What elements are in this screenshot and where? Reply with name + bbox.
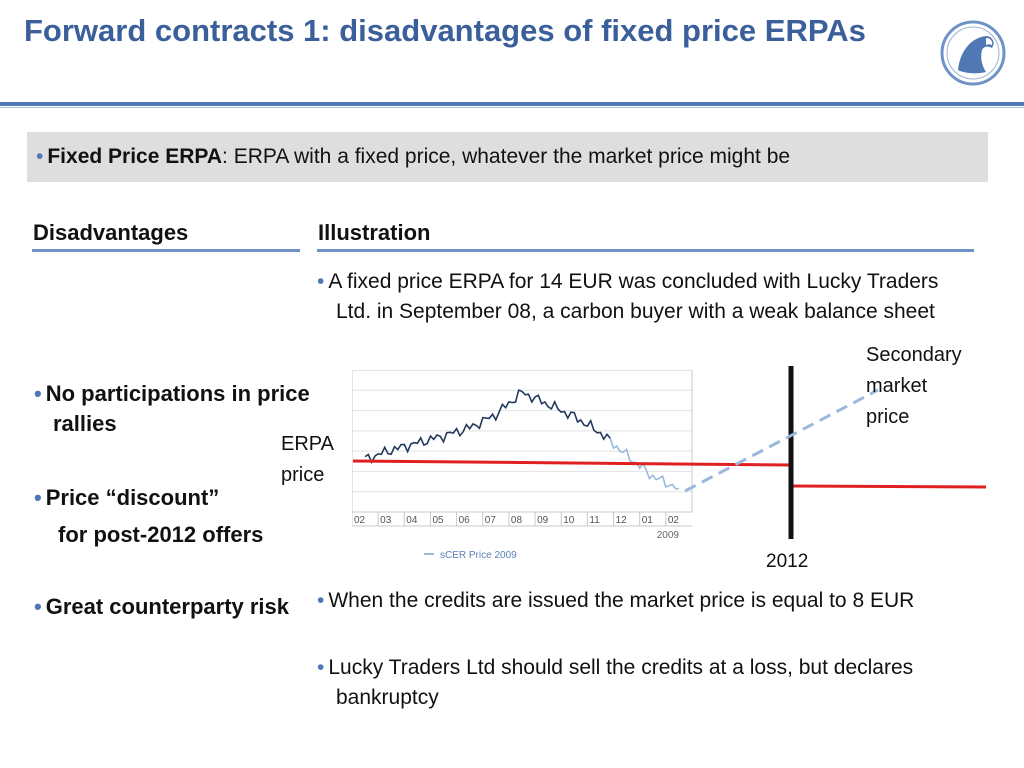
illustration-bullet: • Lucky Traders Ltd should sell the credi… [317, 653, 996, 713]
illustration-header: Illustration [318, 220, 431, 245]
disadvantage-item: • Price “discount” [34, 483, 304, 513]
x-tick-label: 06 [459, 515, 471, 526]
secondary-price-label: Secondary market price [866, 340, 962, 433]
bullet-icon: • [34, 381, 42, 406]
chart-background [352, 370, 694, 570]
disadvantage-label: Great counterparty risk [45, 594, 290, 619]
disadvantages-header: Disadvantages [33, 220, 189, 245]
disadvantage-item: • No participations in price rallies [34, 379, 323, 439]
eagle-logo-icon [940, 20, 1006, 86]
x-tick-label: 03 [380, 515, 392, 526]
x-tick-label: 04 [406, 515, 418, 526]
bullet-icon: • [317, 270, 325, 293]
title-divider-thin [0, 107, 1024, 108]
legend-label: sCER Price 2009 [440, 550, 517, 561]
illustration-bullet-text: When the credits are issued the market p… [328, 589, 915, 612]
disadvantage-label: No participations in price rallies [45, 381, 310, 436]
definition-term: Fixed Price ERPA [47, 145, 223, 168]
illustration-intro: • A fixed price ERPA for 14 EUR was concl… [317, 267, 956, 327]
disadvantage-item: • Great counterparty risk [34, 592, 323, 622]
secondary-price-label-line: price [866, 406, 910, 428]
chart-x-ticks: 02 03 04 05 06 07 08 09 10 11 12 01 02 [352, 512, 692, 527]
x-tick-label: 02 [354, 515, 366, 526]
secondary-market-trend-line [684, 388, 879, 493]
illustration-bullet: • When the credits are issued the market … [317, 586, 996, 616]
bullet-icon: • [34, 594, 42, 619]
chart-year-label: 2009 [657, 530, 680, 541]
bullet-icon: • [317, 656, 325, 679]
bullet-icon: • [36, 145, 44, 168]
erpa-price-label-line: price [281, 464, 325, 486]
chart-grid [352, 389, 692, 493]
x-tick-label: 01 [642, 515, 654, 526]
disadvantages-divider [32, 249, 300, 252]
x-tick-label: 07 [485, 515, 497, 526]
secondary-price-label-line: Secondary [866, 344, 962, 366]
bullet-icon: • [317, 589, 325, 612]
x-tick-label: 05 [432, 515, 444, 526]
x-tick-label: 11 [589, 515, 600, 526]
definition-box [27, 132, 988, 182]
erpa-price-label-line: ERPA [281, 433, 334, 455]
illustration-bullet-text: Lucky Traders Ltd should sell the credit… [328, 656, 914, 709]
definition-text: • Fixed Price ERPA: ERPA with a fixed pri… [36, 145, 790, 169]
illustration-divider [317, 249, 974, 252]
post-2012-price-line [792, 484, 987, 489]
illustration-intro-text: A fixed price ERPA for 14 EUR was conclu… [328, 270, 939, 323]
page-title: Forward contracts 1: disadvantages of fi… [24, 13, 866, 48]
disadvantage-label: Price “discount” [45, 485, 220, 510]
year-2012-label: 2012 [766, 551, 809, 572]
x-tick-label: 12 [616, 515, 628, 526]
definition-body: : ERPA with a fixed price, whatever the … [222, 145, 791, 168]
disadvantage-sublabel: for post-2012 offers [58, 522, 264, 547]
price-chart: 02 03 04 05 06 07 08 09 10 11 12 01 02 2009 sCER Pri… [352, 370, 694, 570]
x-tick-label: 10 [563, 515, 575, 526]
series-line-recent [609, 438, 679, 490]
series-line [364, 389, 611, 465]
x-tick-label: 02 [668, 515, 680, 526]
title-divider [0, 102, 1024, 106]
erpa-price-label: ERPA price [281, 429, 334, 491]
x-tick-label: 09 [537, 515, 549, 526]
bullet-icon: • [34, 485, 42, 510]
x-tick-label: 08 [511, 515, 523, 526]
secondary-price-label-line: market [866, 375, 928, 397]
